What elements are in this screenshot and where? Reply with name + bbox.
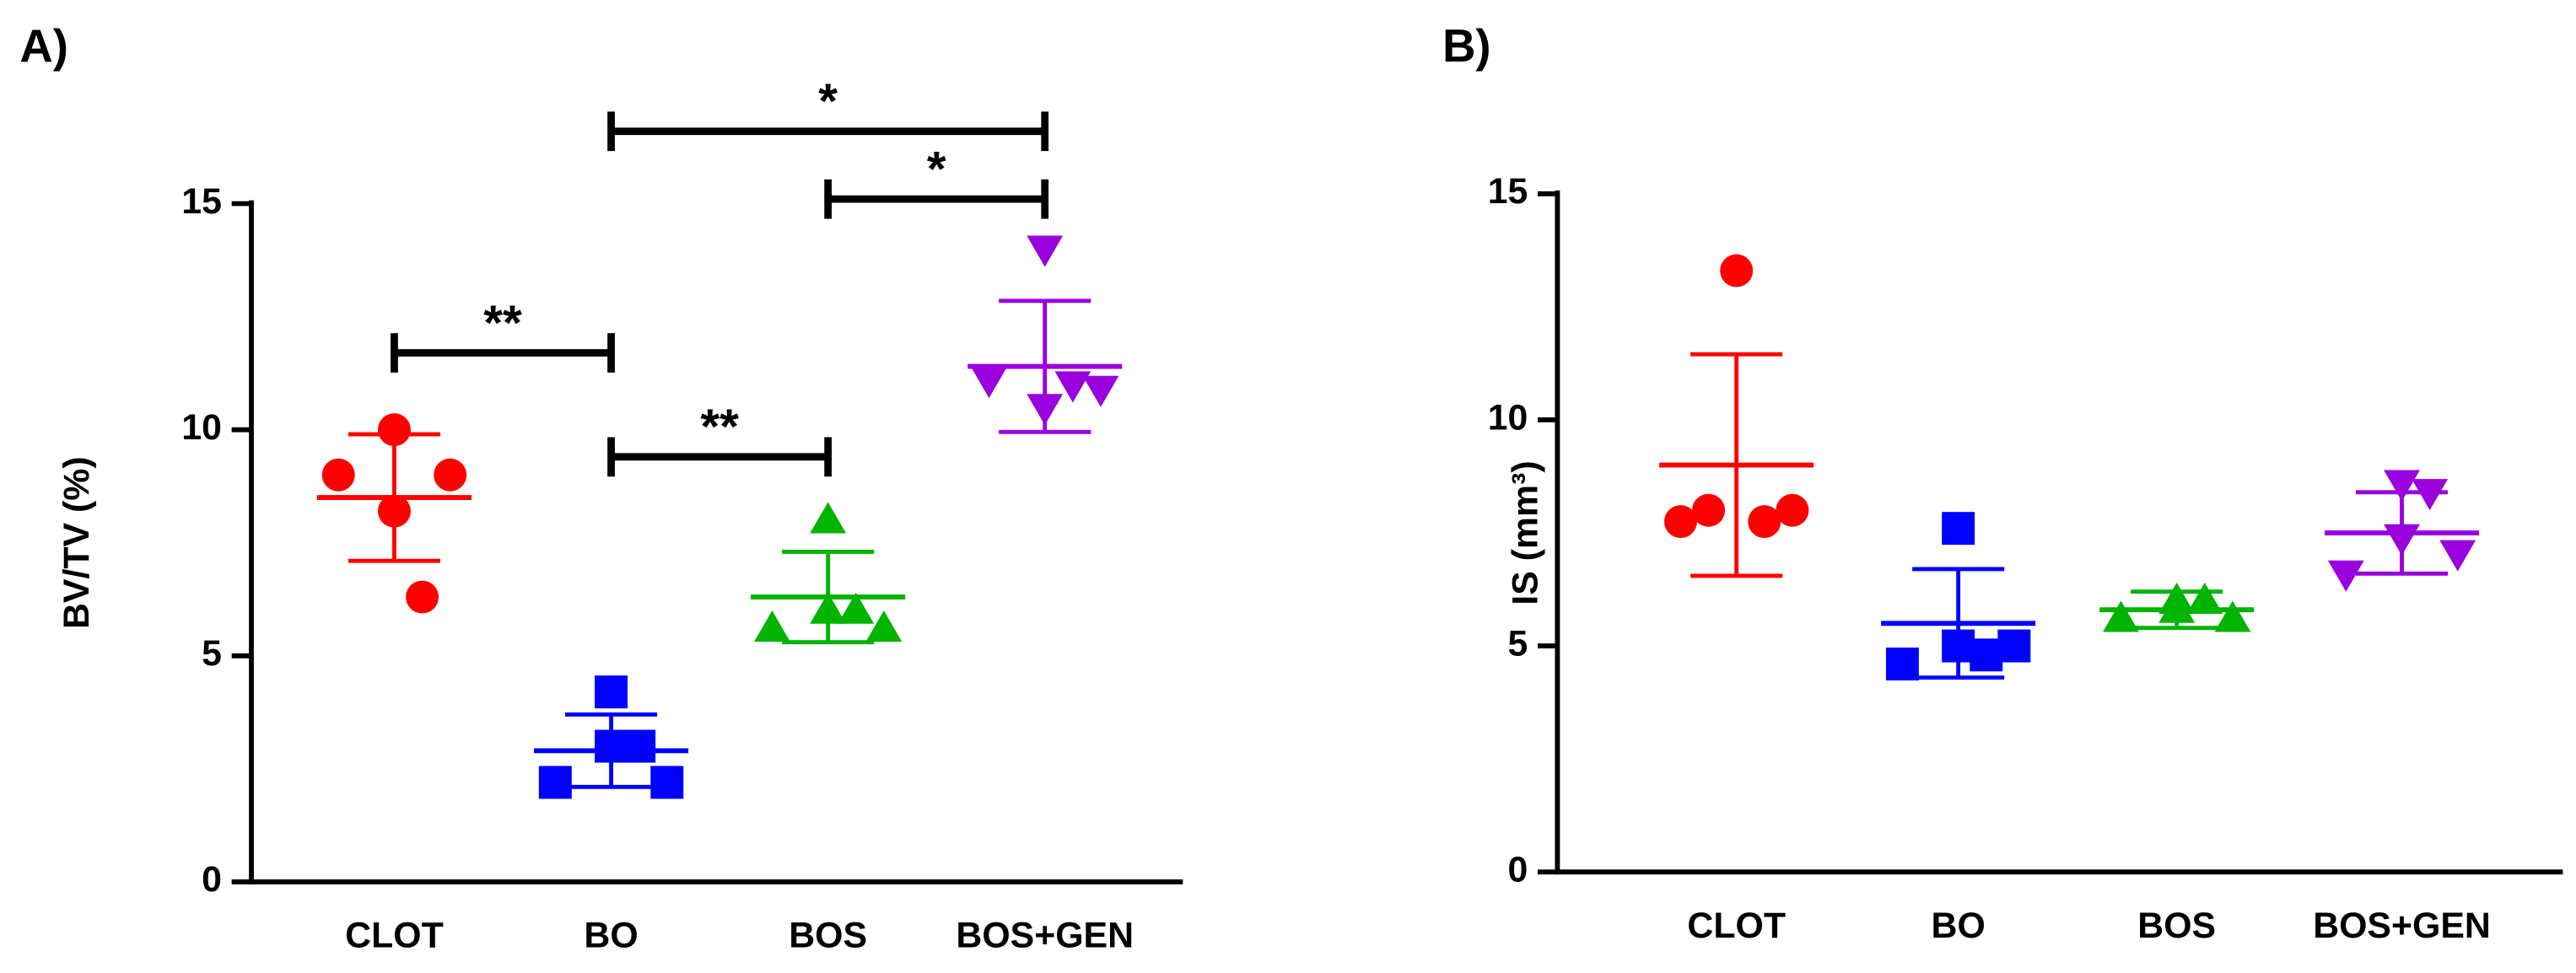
significance-bracket xyxy=(824,179,1049,219)
y-axis-label: IS (mm³) xyxy=(1506,460,1546,605)
significance-bracket xyxy=(607,111,1049,152)
y-tick-label: 15 xyxy=(181,181,222,222)
y-tick-label: 5 xyxy=(202,633,222,674)
data-point xyxy=(1664,505,1697,539)
data-point xyxy=(754,610,790,642)
significance-label: * xyxy=(927,142,946,196)
group xyxy=(967,235,1123,434)
data-point xyxy=(2412,479,2449,511)
data-point xyxy=(2103,600,2139,632)
data-point xyxy=(1082,375,1119,407)
significance-label: ** xyxy=(700,400,739,454)
data-point xyxy=(377,413,411,447)
data-point xyxy=(2214,600,2251,632)
x-tick-label: BO xyxy=(1932,906,1986,946)
group xyxy=(751,502,906,645)
panel-label: B) xyxy=(1442,20,1491,72)
x-tick-label: CLOT xyxy=(1687,906,1786,946)
data-point xyxy=(1776,493,1809,527)
x-tick-label: BOS+GEN xyxy=(2313,906,2491,946)
data-point xyxy=(321,458,355,492)
data-point xyxy=(838,592,875,624)
data-point xyxy=(2327,560,2364,592)
data-point xyxy=(1748,505,1781,539)
data-point xyxy=(538,766,572,799)
y-tick-label: 10 xyxy=(1488,397,1528,438)
x-tick-label: BO xyxy=(584,915,638,955)
x-tick-label: CLOT xyxy=(345,915,444,955)
data-point xyxy=(1720,254,1754,288)
significance-label: ** xyxy=(483,296,522,351)
group xyxy=(2324,470,2480,592)
data-point xyxy=(1692,493,1726,527)
y-tick-label: 5 xyxy=(1508,623,1528,664)
data-point xyxy=(865,610,903,642)
group xyxy=(1881,512,2036,681)
group xyxy=(534,675,689,799)
data-point xyxy=(1997,629,2031,663)
data-point xyxy=(1942,512,1975,546)
data-point xyxy=(1054,371,1091,403)
significance-bracket xyxy=(391,333,615,373)
panel-label: A) xyxy=(19,20,68,72)
data-point xyxy=(1970,638,2003,672)
x-tick-label: BOS+GEN xyxy=(956,915,1134,955)
x-tick-label: BOS xyxy=(789,915,867,955)
data-point xyxy=(406,580,439,614)
data-point xyxy=(2186,583,2223,615)
data-point xyxy=(971,367,1007,399)
y-axis-label: BV/TV (%) xyxy=(57,456,97,629)
data-point xyxy=(434,458,467,492)
data-point xyxy=(2439,540,2476,572)
data-point xyxy=(595,675,628,709)
x-tick-label: BOS xyxy=(2137,906,2216,946)
group xyxy=(2099,583,2255,632)
y-tick-label: 15 xyxy=(1488,171,1528,212)
data-point xyxy=(1027,235,1064,267)
data-point xyxy=(622,729,656,763)
significance-label: * xyxy=(818,74,838,129)
y-tick-label: 10 xyxy=(181,407,222,448)
significance-bracket xyxy=(607,437,833,477)
y-tick-label: 0 xyxy=(202,859,222,900)
y-tick-label: 0 xyxy=(1508,850,1528,890)
data-point xyxy=(650,766,684,799)
data-point xyxy=(810,502,847,534)
group xyxy=(316,413,472,614)
group xyxy=(1659,254,1814,578)
data-point xyxy=(2384,470,2420,502)
data-point xyxy=(1885,648,1919,681)
